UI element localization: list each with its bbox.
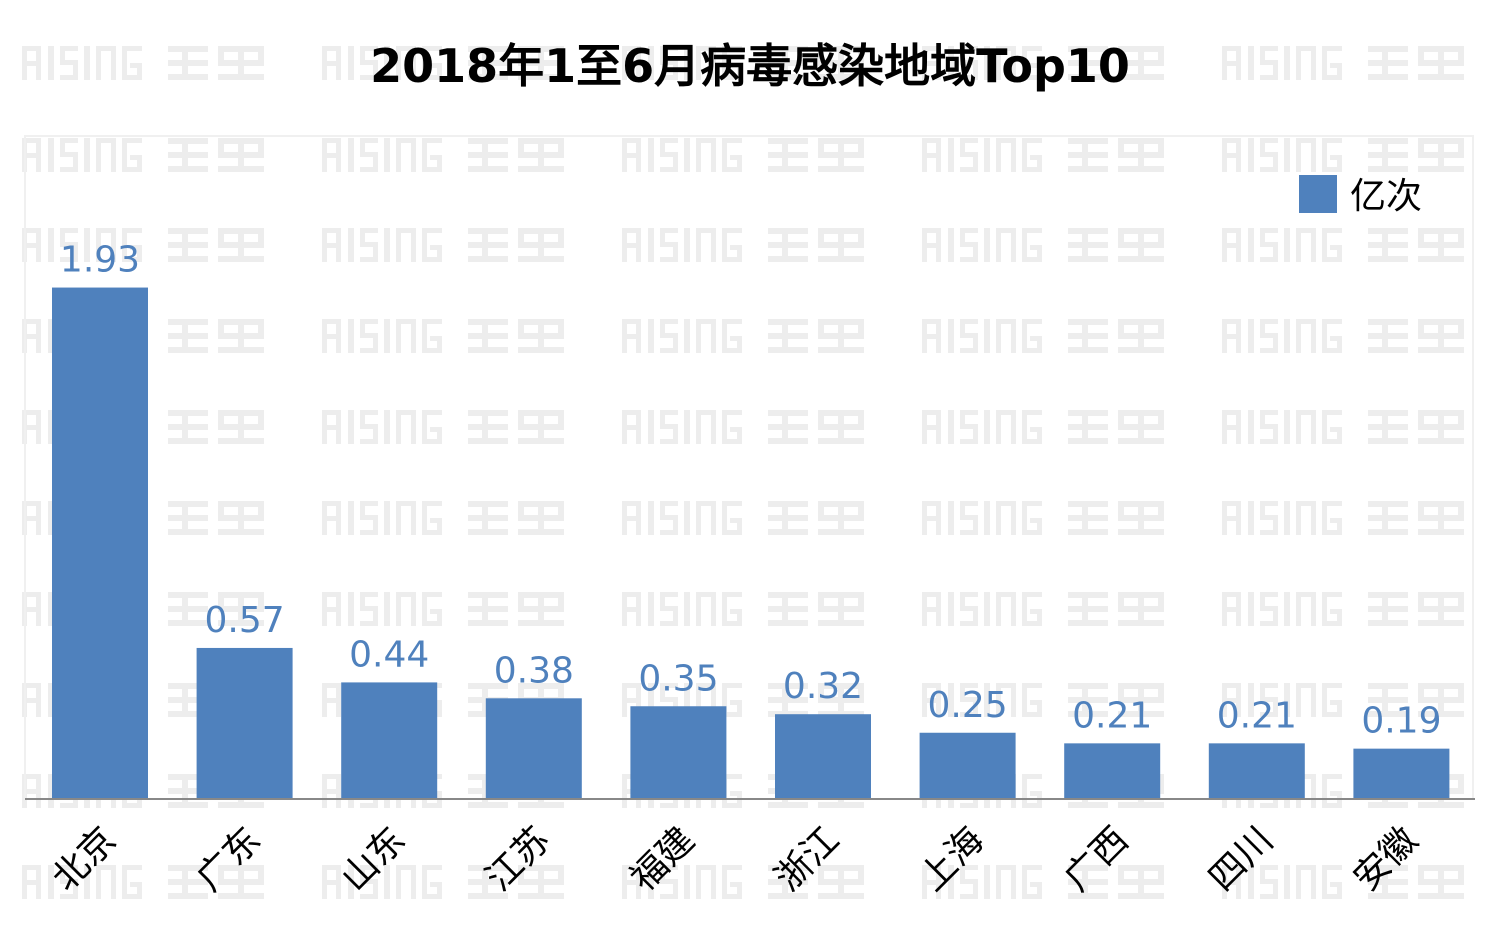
- watermark-logo: [22, 138, 264, 172]
- x-tick-label: 江苏: [478, 819, 558, 899]
- x-tick-label: 浙江: [767, 819, 847, 899]
- x-tick-label: 安徽: [1346, 819, 1426, 899]
- watermark-logo: [22, 228, 264, 262]
- data-label: 0.21: [1217, 695, 1297, 736]
- watermark-logo: [1222, 46, 1464, 80]
- data-label: 0.35: [638, 658, 718, 699]
- x-tick-label: 广东: [189, 819, 269, 899]
- legend-swatch: [1299, 175, 1337, 213]
- legend: 亿次: [1299, 175, 1422, 217]
- chart-title: 2018年1至6月病毒感染地域Top10: [370, 39, 1130, 93]
- bar-4: [630, 706, 727, 799]
- watermark-logo: [922, 501, 1164, 535]
- bar-9: [1353, 748, 1450, 799]
- data-label: 0.44: [349, 634, 429, 675]
- watermark-logo: [1222, 228, 1464, 262]
- watermark-logo: [622, 683, 864, 717]
- watermark-logo: [922, 865, 1164, 899]
- watermark-logo: [922, 410, 1164, 444]
- watermark-logo: [622, 46, 864, 80]
- watermark-logo: [622, 501, 864, 535]
- data-label: 0.38: [494, 650, 574, 691]
- watermark-logo: [922, 228, 1164, 262]
- bar-3: [485, 698, 582, 799]
- watermark-logo: [622, 319, 864, 353]
- watermark-logo: [1222, 410, 1464, 444]
- bar-2: [341, 682, 438, 799]
- watermark-logo: [1222, 592, 1464, 626]
- bar-0: [52, 287, 148, 799]
- watermark-logo: [1222, 138, 1464, 172]
- watermark-logo: [922, 46, 1164, 80]
- bar-6: [919, 732, 1016, 799]
- watermark-logo: [922, 319, 1164, 353]
- data-label: 0.32: [783, 666, 863, 707]
- x-tick-label: 山东: [334, 819, 414, 899]
- legend-label: 亿次: [1350, 176, 1422, 217]
- watermark-logo: [322, 138, 564, 172]
- watermark-logo: [922, 592, 1164, 626]
- watermark-logo: [622, 865, 864, 899]
- x-tick-label: 福建: [623, 819, 703, 899]
- watermark-logo: [1222, 865, 1464, 899]
- watermark-logo: [322, 501, 564, 535]
- watermark-logo: [622, 410, 864, 444]
- watermark-logo: [322, 865, 564, 899]
- watermark-logo: [1222, 501, 1464, 535]
- watermark-logo: [922, 683, 1164, 717]
- watermark-logo: [322, 410, 564, 444]
- bar-8: [1208, 743, 1305, 799]
- watermark-logo: [1222, 319, 1464, 353]
- watermark-logo: [322, 592, 564, 626]
- watermark-logo: [622, 138, 864, 172]
- data-label: 0.21: [1072, 695, 1152, 736]
- bar-5: [775, 714, 871, 799]
- watermark-logo: [622, 592, 864, 626]
- watermark-logo: [622, 228, 864, 262]
- data-label: 0.19: [1361, 701, 1441, 742]
- bars: 1.93北京0.57广东0.44山东0.38江苏0.35福建0.32浙江0.25…: [44, 240, 1450, 899]
- bar-7: [1064, 743, 1161, 799]
- data-label: 0.57: [205, 600, 285, 641]
- watermark-logo: [322, 46, 564, 80]
- watermark-logo: [22, 46, 264, 80]
- watermark-logo: [322, 319, 564, 353]
- data-label: 0.25: [928, 685, 1008, 726]
- watermark-logo: [922, 138, 1164, 172]
- x-tick-label: 广西: [1057, 819, 1137, 899]
- watermark-logo: [1222, 683, 1464, 717]
- data-label: 1.93: [60, 240, 140, 281]
- watermark-logo: [22, 865, 264, 899]
- bar-1: [196, 647, 293, 799]
- watermark-logo: [322, 228, 564, 262]
- x-tick-label: 四川: [1201, 819, 1281, 899]
